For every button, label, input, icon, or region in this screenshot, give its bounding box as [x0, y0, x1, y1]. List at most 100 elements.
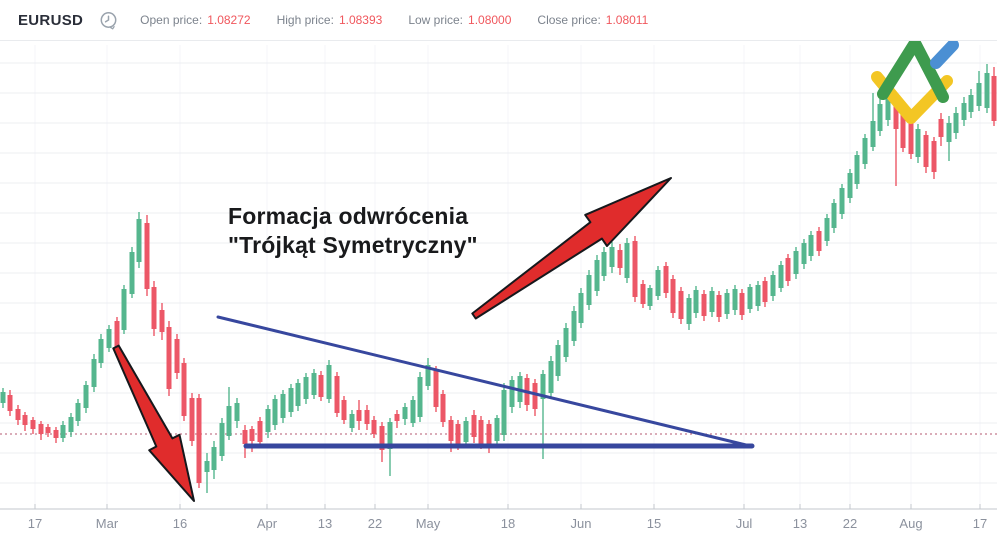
- candlestick: [501, 390, 507, 435]
- trendline[interactable]: [216, 315, 748, 447]
- candlestick: [151, 287, 157, 329]
- candlestick: [601, 252, 607, 276]
- x-axis-label: 18: [501, 516, 515, 531]
- candlestick: [778, 265, 784, 288]
- candlestick: [364, 410, 370, 424]
- candlestick: [402, 407, 408, 419]
- candlestick: [739, 293, 745, 315]
- candlestick: [318, 375, 324, 397]
- candlestick: [900, 109, 906, 148]
- candlestick: [75, 403, 81, 421]
- candlestick: [968, 95, 974, 112]
- candlestick: [440, 394, 446, 422]
- candlestick: [953, 113, 959, 133]
- candlestick: [433, 369, 439, 407]
- trend-arrow[interactable]: [471, 177, 672, 320]
- candlestick: [356, 410, 362, 421]
- candlestick: [425, 365, 431, 386]
- candlestick: [548, 361, 554, 393]
- candlestick: [68, 417, 74, 432]
- symbol-title: EURUSD: [18, 11, 84, 29]
- x-axis-label: 15: [647, 516, 661, 531]
- trend-arrow[interactable]: [112, 344, 195, 502]
- high-price-stat: High price: 1.08393: [277, 13, 383, 27]
- candlestick: [463, 421, 469, 442]
- candlestick: [709, 291, 715, 312]
- candlestick: [303, 377, 309, 399]
- candlestick: [716, 295, 722, 317]
- candlestick: [478, 420, 484, 444]
- candlestick: [341, 400, 347, 420]
- candlestick: [166, 327, 172, 389]
- candlestick: [678, 291, 684, 319]
- candlestick: [632, 241, 638, 297]
- x-axis-label: Aug: [899, 516, 922, 531]
- x-axis-label: 22: [368, 516, 382, 531]
- candlestick: [801, 243, 807, 264]
- candlestick: [847, 173, 853, 198]
- candlestick: [257, 421, 263, 442]
- candlestick: [785, 258, 791, 281]
- candlestick: [295, 383, 301, 406]
- candlestick: [394, 414, 400, 421]
- close-price-value: 1.08011: [605, 13, 649, 27]
- candlestick: [234, 403, 240, 421]
- candlestick: [486, 424, 492, 447]
- candlestick: [870, 121, 876, 147]
- candlestick: [280, 394, 286, 418]
- candlestick: [571, 311, 577, 341]
- candlestick: [379, 426, 385, 450]
- x-axis-label: Jun: [571, 516, 592, 531]
- candlestick: [770, 275, 776, 296]
- candlestick: [640, 284, 646, 304]
- candlestick: [609, 247, 615, 267]
- candlestick: [265, 409, 271, 432]
- candlestick: [98, 339, 104, 363]
- pattern-annotation-line2: "Trójkąt Symetryczny": [228, 232, 478, 258]
- candlestick: [824, 218, 830, 241]
- candlestick: [91, 359, 97, 387]
- candlestick: [991, 76, 997, 121]
- candlestick: [448, 420, 454, 441]
- candlestick: [38, 424, 44, 434]
- candlestick: [555, 345, 561, 376]
- x-axis-label: 22: [843, 516, 857, 531]
- candlestick: [624, 243, 630, 278]
- candlestick: [242, 430, 248, 444]
- candlestick: [494, 418, 500, 441]
- candlestick: [121, 289, 127, 330]
- x-axis-label: Apr: [257, 516, 278, 531]
- candlestick: [509, 380, 515, 407]
- candlestick: [923, 135, 929, 167]
- candlestick: [532, 383, 538, 409]
- candlestick: [877, 104, 883, 131]
- candlestick: [30, 420, 36, 429]
- ohlc-stats: Open price: 1.08272 High price: 1.08393 …: [140, 13, 648, 27]
- x-axis-label: 13: [318, 516, 332, 531]
- candlestick: [808, 235, 814, 256]
- candlestick: [663, 266, 669, 293]
- logo-blue-tip: [930, 39, 959, 69]
- candlestick: [938, 119, 944, 137]
- candlestick: [144, 223, 150, 289]
- candlestick: [226, 406, 232, 436]
- low-price-label: Low price:: [408, 13, 464, 27]
- candlestick: [455, 424, 461, 444]
- candlestick: [647, 288, 653, 306]
- candlestick: [129, 252, 135, 294]
- candlestick: [288, 388, 294, 412]
- timeframe-clock-icon[interactable]: [99, 11, 118, 30]
- candlestick: [136, 219, 142, 262]
- candlestick: [334, 376, 340, 413]
- candlestick: [211, 447, 217, 470]
- x-axis-label: 17: [973, 516, 987, 531]
- candlestick: [854, 155, 860, 184]
- candlestick: [961, 103, 967, 120]
- open-price-label: Open price:: [140, 13, 203, 27]
- candlestick: [159, 310, 165, 332]
- candlestick: [249, 429, 255, 441]
- candlestick: [60, 425, 66, 438]
- candlestick: [686, 298, 692, 324]
